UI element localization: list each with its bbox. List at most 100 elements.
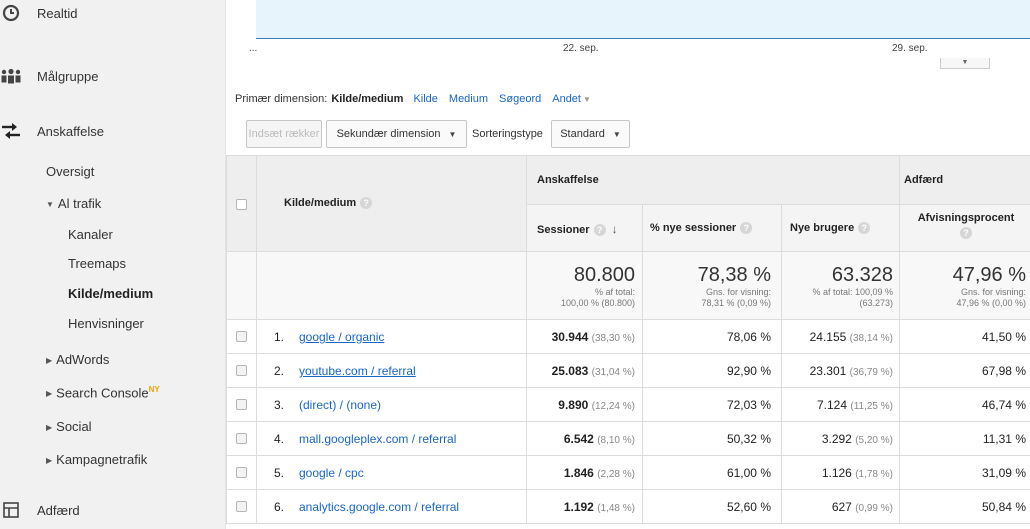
totals-sessions-value: 80.800 (573, 264, 635, 286)
source-medium-header[interactable]: Kilde/medium? (257, 155, 527, 252)
row-new-sessions-value: 78,06 % (726, 330, 771, 344)
secondary-dimension-dropdown[interactable]: Sekundær dimension ▼ (326, 120, 467, 148)
nav-kanaler[interactable]: Kanaler (68, 227, 113, 242)
totals-bounce-cell: 47,96 % Gns. for visning: 47,96 % (0,00 … (900, 252, 1030, 320)
col-new-users-label: Nye brugere (790, 222, 855, 234)
chevron-down-icon: ▼ (582, 95, 591, 104)
row-bounce-value: 46,74 % (981, 398, 1026, 412)
row-new-sessions-cell: 50,32 % (643, 422, 782, 456)
source-medium-link[interactable]: google / organic (299, 330, 385, 344)
source-medium-link[interactable]: (direct) / (none) (299, 398, 382, 412)
row-checkbox[interactable] (236, 501, 247, 512)
collapsed-triangle-icon: ▶ (46, 356, 53, 365)
help-icon[interactable]: ? (960, 227, 972, 240)
collapsed-triangle-icon: ▶ (46, 423, 53, 432)
chart-axis-date-2: 29. sep. (892, 43, 928, 54)
acquisition-arrows-icon (0, 120, 22, 142)
row-sessions-value: 25.083 (31,04 %) (552, 364, 635, 378)
row-new-users-number: 1.126 (821, 466, 852, 480)
totals-check-cell (226, 252, 257, 320)
nav-malgruppe[interactable]: Målgruppe (0, 61, 226, 91)
sort-desc-arrow-icon: ↓ (611, 222, 618, 236)
row-new-users-value: 24.155 (38,14 %) (810, 330, 893, 344)
row-checkbox[interactable] (236, 467, 247, 478)
row-sessions-number: 1.846 (563, 466, 594, 480)
nav-adwords-label: AdWords (56, 352, 110, 367)
sessions-header[interactable]: Sessioner? ↓ (527, 205, 643, 252)
nav-adfaerd[interactable]: Adfærd (0, 495, 226, 525)
row-source-cell: 2. youtube.com / referral (257, 354, 527, 388)
row-checkbox[interactable] (236, 433, 247, 444)
row-sessions-pct: (38,30 %) (591, 333, 635, 344)
chevron-down-icon: ▼ (612, 129, 621, 139)
dimension-option-kilde[interactable]: Kilde (413, 93, 438, 105)
totals-label-cell (257, 252, 527, 320)
row-bounce-value: 50,84 % (981, 500, 1026, 514)
nav-oversigt[interactable]: Oversigt (46, 164, 95, 179)
col-bounce-title: Afvisningsprocent? (906, 212, 1026, 240)
dimension-option-andet[interactable]: Andet ▼ (552, 93, 591, 105)
row-checkbox[interactable] (236, 331, 247, 342)
dimension-option-medium[interactable]: Medium (448, 93, 489, 105)
nav-kilde-medium[interactable]: Kilde/medium (68, 286, 154, 301)
help-icon[interactable]: ? (360, 197, 373, 210)
nav-henvisninger[interactable]: Henvisninger (68, 316, 144, 331)
col-new-sessions-title: % nye sessioner? (650, 222, 753, 235)
help-icon[interactable]: ? (858, 222, 871, 235)
select-all-checkbox[interactable] (236, 199, 247, 210)
row-bounce-cell: 41,50 % (900, 320, 1030, 354)
new-users-header[interactable]: Nye brugere? (782, 205, 900, 252)
row-bounce-cell: 46,74 % (900, 388, 1030, 422)
help-icon[interactable]: ? (740, 222, 753, 235)
help-icon[interactable]: ? (593, 224, 606, 237)
row-new-sessions-cell: 72,03 % (643, 388, 782, 422)
select-all-cell (226, 155, 257, 252)
row-sessions-pct: (8,10 %) (597, 435, 635, 446)
row-sessions-number: 30.944 (551, 330, 589, 344)
row-sessions-pct: (2,28 %) (597, 469, 635, 480)
row-new-users-pct: (38,14 %) (849, 333, 893, 344)
acquisition-group-header: Anskaffelse (527, 155, 900, 205)
row-checkbox[interactable] (236, 365, 247, 376)
source-medium-link[interactable]: analytics.google.com / referral (299, 500, 460, 514)
nav-social[interactable]: ▶ Social (46, 419, 92, 434)
bounce-rate-header[interactable]: Afvisningsprocent? (900, 205, 1030, 252)
secondary-dimension-label: Sekundær dimension (336, 128, 441, 140)
table-row (226, 456, 257, 490)
row-sessions-number: 25.083 (551, 364, 589, 378)
col-bounce-label: Afvisningsprocent (917, 212, 1015, 224)
row-sessions-pct: (1,48 %) (597, 503, 635, 514)
primary-dimension-current: Kilde/medium (331, 93, 404, 105)
totals-new-users-value: 63.328 (831, 264, 893, 286)
nav-realtid[interactable]: Realtid (0, 0, 226, 28)
row-index: 6. (274, 500, 285, 514)
row-new-sessions-cell: 52,60 % (643, 490, 782, 524)
row-new-users-number: 23.301 (809, 364, 847, 378)
nav-anskaffelse[interactable]: Anskaffelse (0, 116, 226, 146)
new-sessions-header[interactable]: % nye sessioner? (643, 205, 782, 252)
chart-axis-ellipsis: ... (249, 43, 258, 54)
table-row (226, 388, 257, 422)
source-medium-link[interactable]: mall.googleplex.com / referral (299, 432, 457, 446)
row-new-users-pct: (1,78 %) (855, 469, 893, 480)
row-sessions-number: 6.542 (563, 432, 594, 446)
nav-adwords[interactable]: ▶ AdWords (46, 352, 109, 367)
row-new-users-cell: 627 (0,99 %) (782, 490, 900, 524)
row-bounce-cell: 50,84 % (900, 490, 1030, 524)
table-row (226, 354, 257, 388)
nav-search-console[interactable]: ▶ Search ConsoleNY (46, 385, 160, 400)
nav-al-trafik[interactable]: ▼ Al trafik (46, 196, 101, 211)
source-medium-link[interactable]: youtube.com / referral (299, 364, 416, 378)
dimension-option-sogeord[interactable]: Søgeord (499, 93, 542, 105)
nav-kampagnetrafik[interactable]: ▶ Kampagnetrafik (46, 452, 147, 467)
source-medium-link[interactable]: google / cpc (299, 466, 364, 480)
primary-dimension-label: Primær dimension: (235, 93, 328, 105)
row-new-users-cell: 23.301 (36,79 %) (782, 354, 900, 388)
row-checkbox[interactable] (236, 399, 247, 410)
chart-collapse-tab[interactable]: ▼ (940, 58, 990, 69)
nav-treemaps[interactable]: Treemaps (68, 256, 127, 271)
acquisition-group-title: Anskaffelse (537, 174, 599, 186)
insert-rows-button[interactable]: Indsæt rækker (246, 120, 322, 148)
sort-type-dropdown[interactable]: Standard ▼ (551, 120, 630, 148)
nav-adfaerd-label: Adfærd (37, 502, 80, 518)
